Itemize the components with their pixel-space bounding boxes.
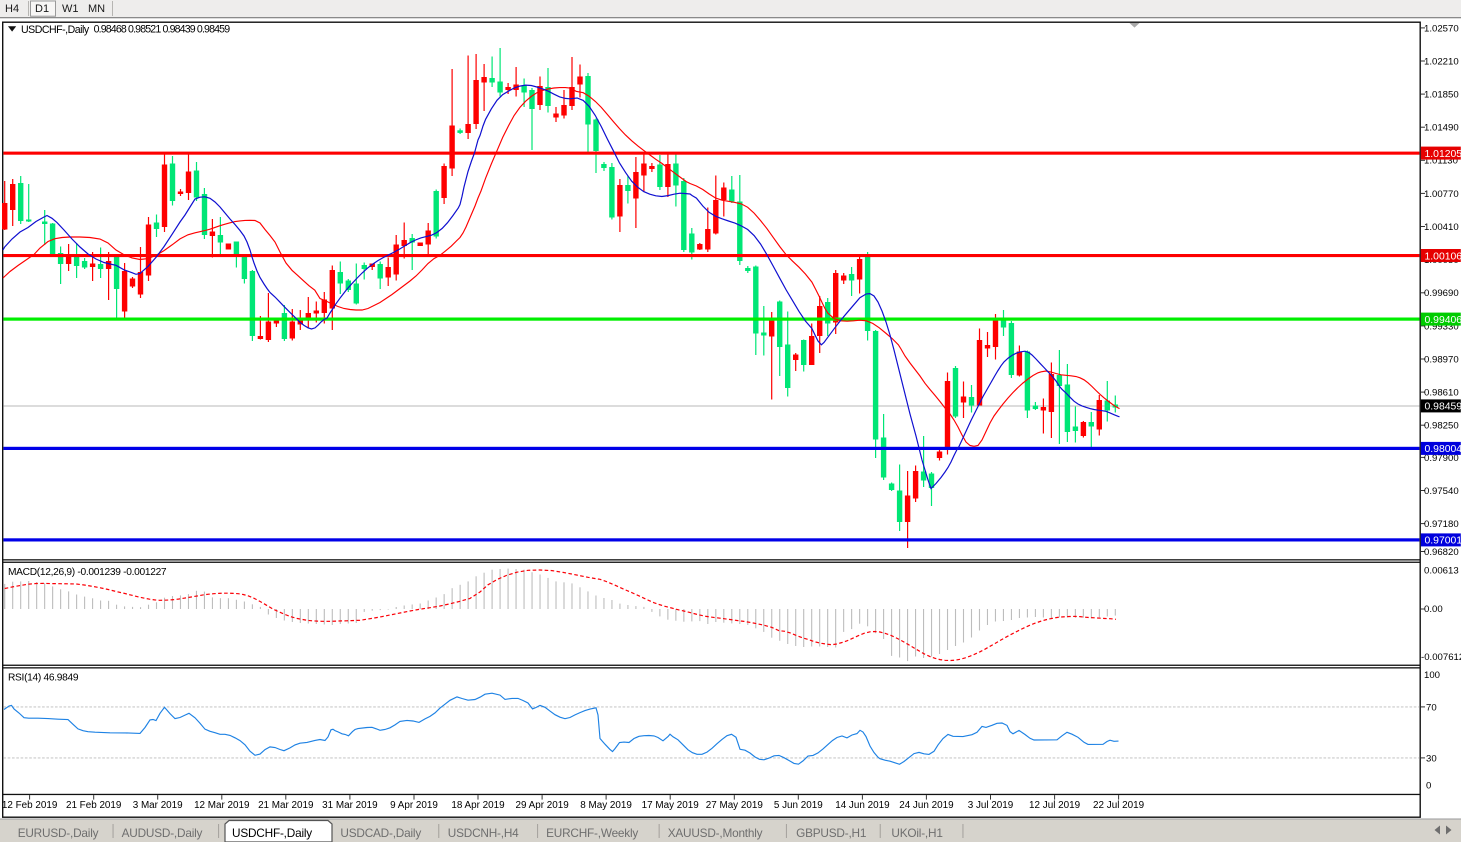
svg-text:70: 70 bbox=[1426, 703, 1437, 714]
svg-text:1.00770: 1.00770 bbox=[1424, 189, 1459, 200]
svg-text:USDCHF-,Daily: USDCHF-,Daily bbox=[232, 826, 312, 840]
svg-text:UKOil-,H1: UKOil-,H1 bbox=[891, 826, 942, 840]
svg-text:0.97001: 0.97001 bbox=[1425, 536, 1461, 547]
svg-text:12 Mar 2019: 12 Mar 2019 bbox=[194, 800, 250, 811]
svg-text:AUDUSD-,Daily: AUDUSD-,Daily bbox=[122, 826, 203, 840]
svg-text:9 Apr 2019: 9 Apr 2019 bbox=[390, 800, 438, 811]
svg-text:D1: D1 bbox=[35, 3, 49, 15]
svg-text:MACD(12,26,9) -0.001239 -0.001: MACD(12,26,9) -0.001239 -0.001227 bbox=[8, 567, 167, 578]
svg-text:0.00: 0.00 bbox=[1424, 604, 1443, 615]
svg-text:EURCHF-,Weekly: EURCHF-,Weekly bbox=[546, 826, 638, 840]
svg-text:XAUUSD-,Monthly: XAUUSD-,Monthly bbox=[668, 826, 763, 840]
svg-text:EURUSD-,Daily: EURUSD-,Daily bbox=[18, 826, 99, 840]
svg-text:21 Feb 2019: 21 Feb 2019 bbox=[66, 800, 122, 811]
svg-text:8 May 2019: 8 May 2019 bbox=[580, 800, 632, 811]
svg-text:12 Jul 2019: 12 Jul 2019 bbox=[1029, 800, 1081, 811]
svg-text:18 Apr 2019: 18 Apr 2019 bbox=[451, 800, 505, 811]
svg-text:3 Jul 2019: 3 Jul 2019 bbox=[968, 800, 1014, 811]
svg-text:1.01850: 1.01850 bbox=[1424, 90, 1459, 101]
svg-text:17 May 2019: 17 May 2019 bbox=[642, 800, 700, 811]
svg-text:MN: MN bbox=[88, 3, 105, 15]
svg-text:USDCNH-,H4: USDCNH-,H4 bbox=[448, 826, 519, 840]
svg-text:5 Jun 2019: 5 Jun 2019 bbox=[774, 800, 823, 811]
svg-text:0.97540: 0.97540 bbox=[1424, 486, 1459, 497]
svg-text:0.99330: 0.99330 bbox=[1424, 321, 1459, 332]
svg-text:0.98468 0.98521 0.98439 0.9845: 0.98468 0.98521 0.98439 0.98459 bbox=[94, 24, 231, 36]
svg-text:0: 0 bbox=[1426, 780, 1431, 791]
svg-text:0.96820: 0.96820 bbox=[1424, 547, 1459, 558]
svg-text:0.98250: 0.98250 bbox=[1424, 421, 1459, 432]
svg-text:24 Jun 2019: 24 Jun 2019 bbox=[899, 800, 954, 811]
svg-text:31 Mar 2019: 31 Mar 2019 bbox=[322, 800, 378, 811]
svg-text:USDCAD-,Daily: USDCAD-,Daily bbox=[340, 826, 421, 840]
svg-text:1.00106: 1.00106 bbox=[1425, 251, 1461, 262]
svg-text:29 Apr 2019: 29 Apr 2019 bbox=[515, 800, 569, 811]
svg-text:100: 100 bbox=[1424, 670, 1440, 681]
svg-text:12 Feb 2019: 12 Feb 2019 bbox=[2, 800, 58, 811]
svg-text:0.98004: 0.98004 bbox=[1425, 444, 1461, 455]
svg-text:W1: W1 bbox=[62, 3, 79, 15]
svg-text:0.97180: 0.97180 bbox=[1424, 519, 1459, 530]
svg-text:3 Mar 2019: 3 Mar 2019 bbox=[133, 800, 183, 811]
svg-text:H4: H4 bbox=[5, 3, 19, 15]
svg-text:1.01205: 1.01205 bbox=[1425, 149, 1461, 160]
svg-text:-0.0076123: -0.0076123 bbox=[1421, 652, 1461, 663]
svg-text:GBPUSD-,H1: GBPUSD-,H1 bbox=[796, 826, 866, 840]
svg-text:30: 30 bbox=[1426, 754, 1437, 765]
svg-text:1.00410: 1.00410 bbox=[1424, 222, 1459, 233]
svg-text:0.98459: 0.98459 bbox=[1425, 402, 1461, 413]
svg-text:0.99406: 0.99406 bbox=[1425, 315, 1461, 326]
svg-text:1.01130: 1.01130 bbox=[1424, 156, 1458, 167]
svg-text:1.01490: 1.01490 bbox=[1424, 123, 1459, 134]
svg-text:0.98970: 0.98970 bbox=[1424, 354, 1459, 365]
svg-text:22 Jul 2019: 22 Jul 2019 bbox=[1093, 800, 1145, 811]
svg-text:27 May 2019: 27 May 2019 bbox=[706, 800, 764, 811]
svg-text:1.02210: 1.02210 bbox=[1424, 56, 1459, 67]
svg-text:0.00613: 0.00613 bbox=[1424, 566, 1459, 577]
svg-text:RSI(14) 46.9849: RSI(14) 46.9849 bbox=[8, 672, 79, 683]
svg-text:1.02570: 1.02570 bbox=[1424, 23, 1459, 34]
svg-text:14 Jun 2019: 14 Jun 2019 bbox=[835, 800, 890, 811]
svg-text:0.98610: 0.98610 bbox=[1424, 388, 1459, 399]
svg-text:0.99690: 0.99690 bbox=[1424, 288, 1459, 299]
svg-text:USDCHF-,Daily: USDCHF-,Daily bbox=[21, 24, 90, 36]
svg-text:21 Mar 2019: 21 Mar 2019 bbox=[258, 800, 314, 811]
svg-text:0.97900: 0.97900 bbox=[1424, 453, 1459, 464]
